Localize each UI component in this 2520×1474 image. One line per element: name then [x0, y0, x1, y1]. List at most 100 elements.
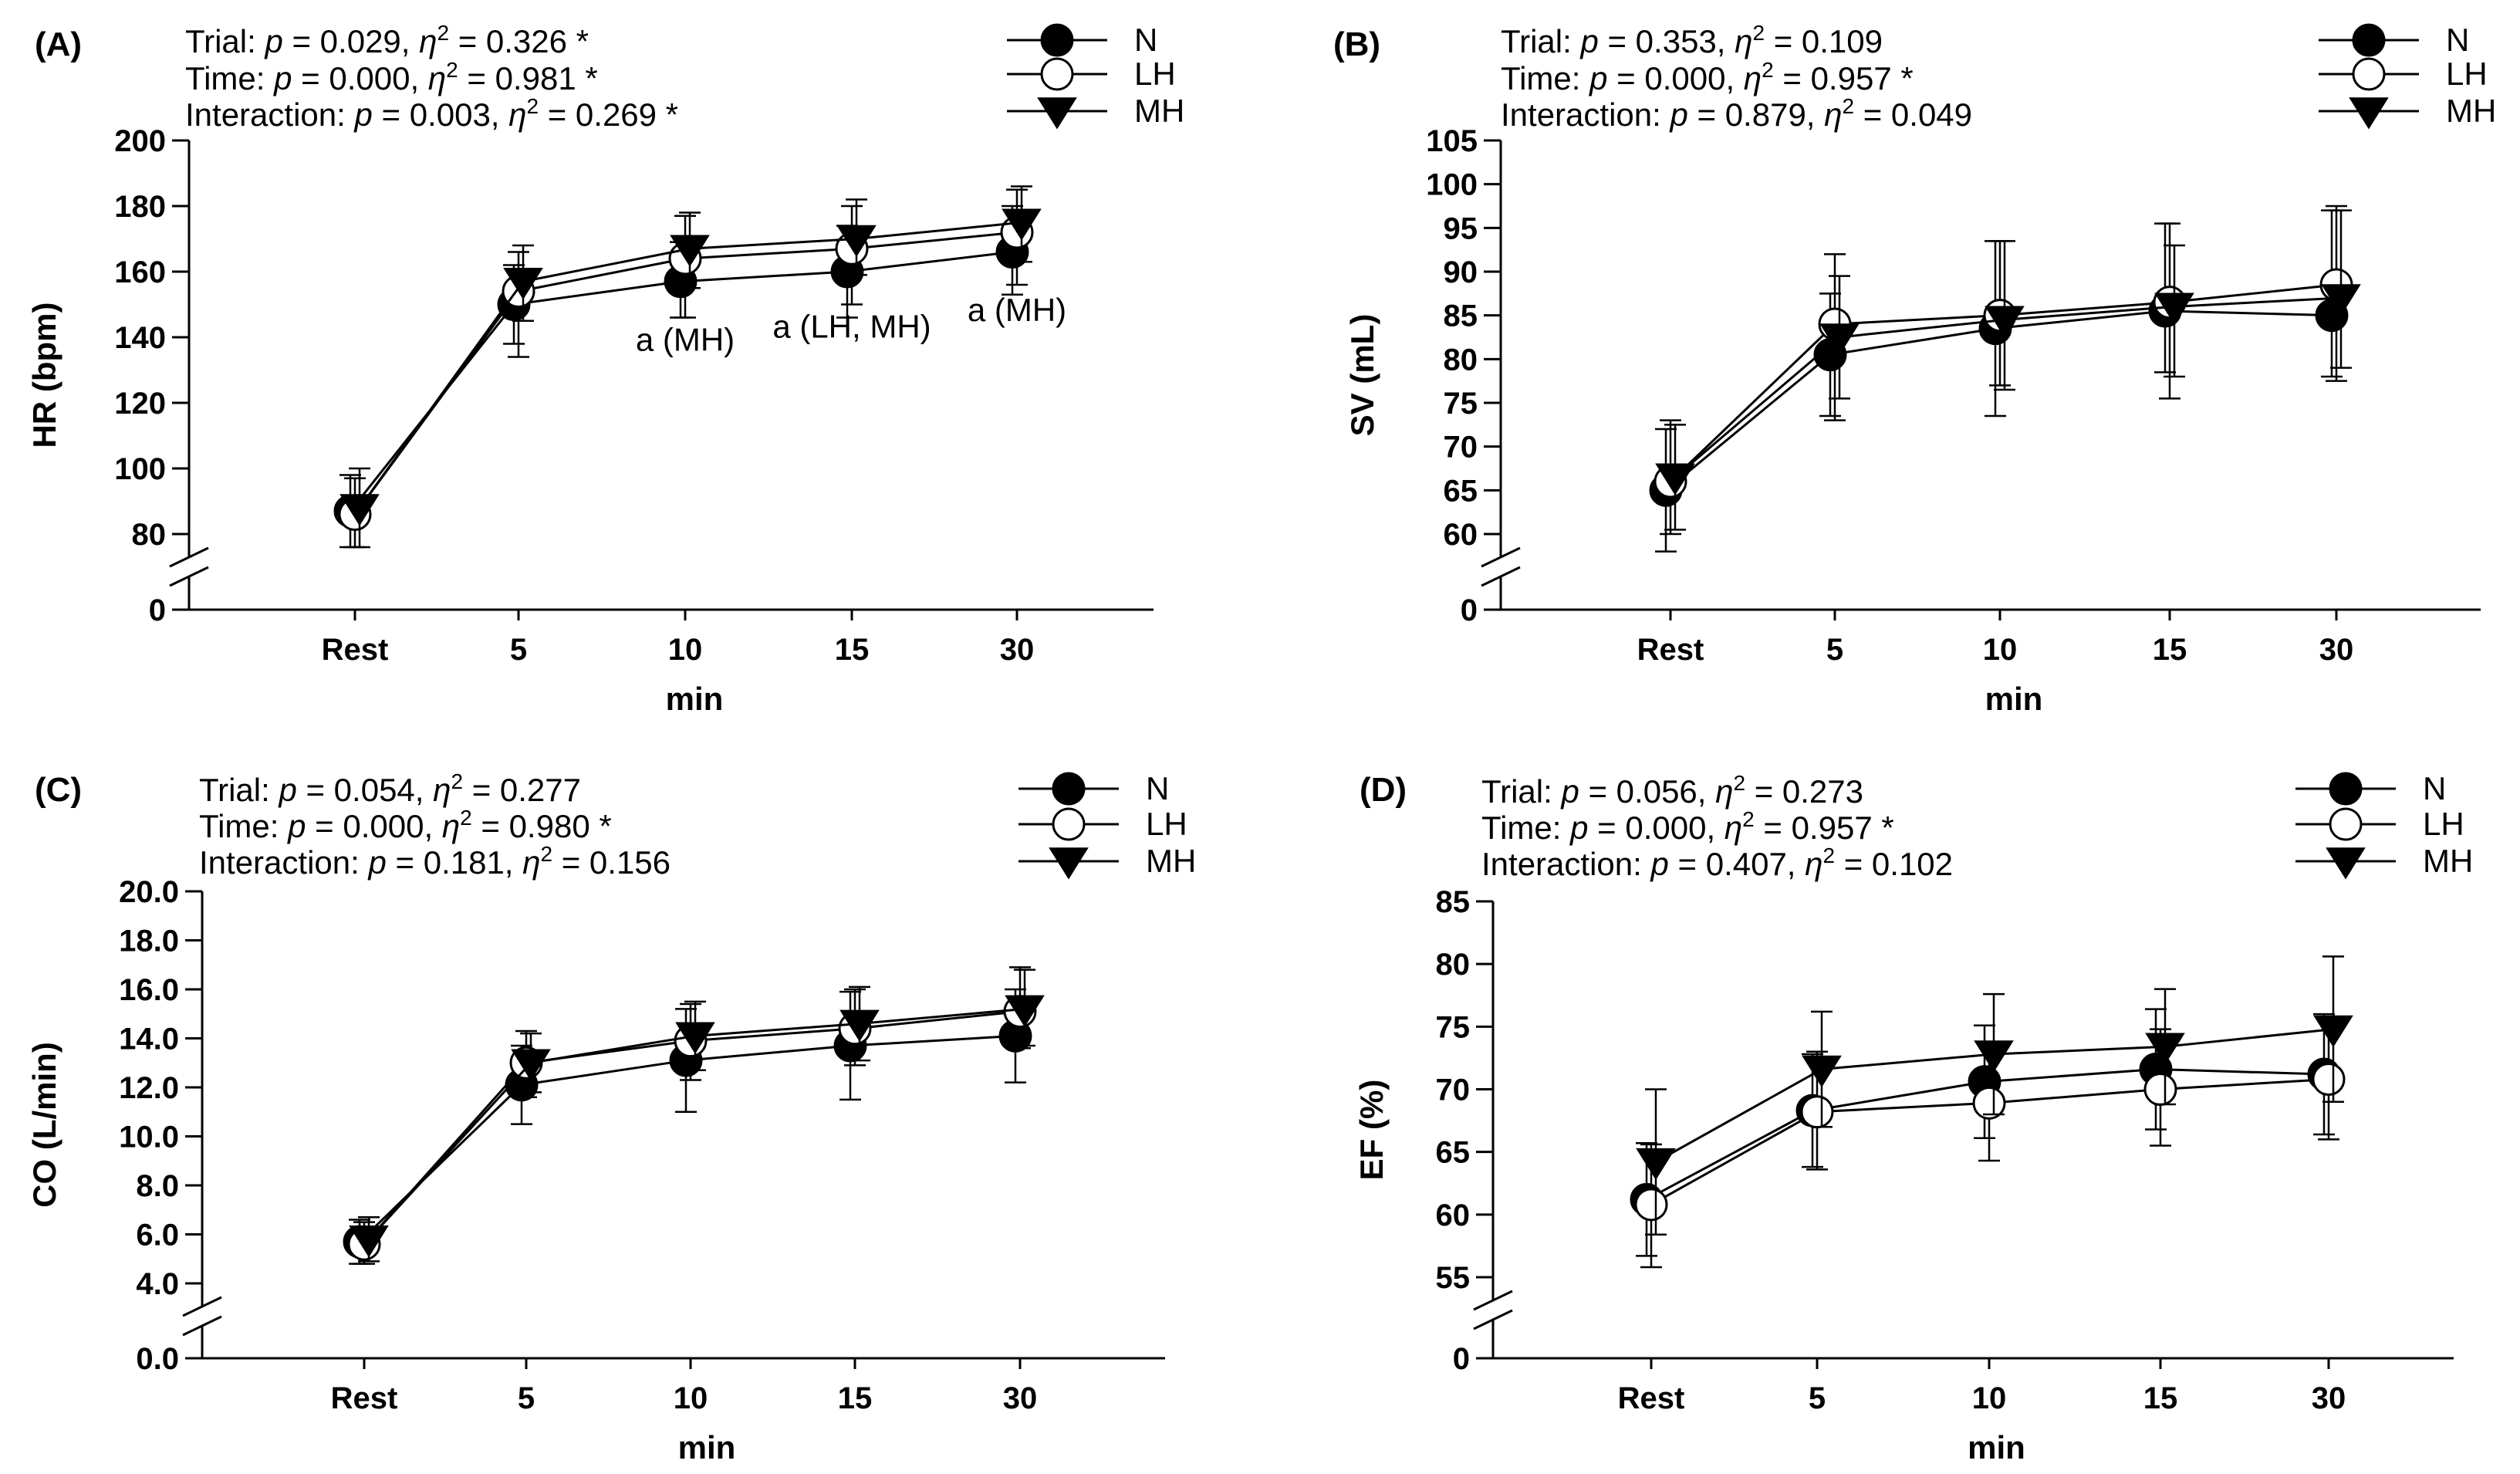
data-point [1802, 1055, 1842, 1088]
stat-fragment: Time: [1501, 60, 1589, 96]
data-point [2312, 1063, 2346, 1097]
axis-break-mark [169, 566, 209, 587]
stat-fragment: 2 [437, 21, 449, 45]
x-tick-label: Rest [331, 1381, 398, 1415]
y-tick-label: 90 [1444, 255, 1478, 289]
legend-marker [2329, 772, 2363, 806]
y-tick-label: 160 [114, 255, 166, 289]
x-tick-label: 10 [674, 1381, 708, 1415]
legend-label: MH [2423, 843, 2473, 879]
stat-fragment: η [428, 60, 446, 96]
legend-label: LH [2446, 56, 2488, 92]
stat-fragment: η [442, 808, 460, 844]
stat-fragment: Interaction: [185, 96, 354, 133]
y-tick-label: 95 [1444, 211, 1478, 245]
stat-fragment: η [508, 96, 526, 133]
stat-fragment: = 0.981 * [458, 60, 598, 96]
stat-fragment: = 0.326 * [449, 23, 589, 59]
stat-fragment: η [433, 772, 451, 808]
legend-marker [2352, 23, 2386, 57]
y-tick-label: 80 [1444, 343, 1478, 377]
y-tick-label: 140 [114, 321, 166, 355]
y-tick-label: 105 [1426, 124, 1478, 158]
stat-fragment: η [1735, 23, 1752, 59]
legend-marker [1052, 807, 1086, 841]
x-tick-label: 15 [835, 633, 870, 667]
stat-fragment: p [367, 844, 386, 881]
stat-fragment: p [1668, 96, 1687, 133]
x-tick-label: Rest [1637, 633, 1704, 667]
stat-line: Interaction: p = 0.003, η2 = 0.269 * [185, 94, 678, 133]
data-point [670, 235, 710, 267]
x-tick-label: 5 [1826, 633, 1843, 667]
data-point [1972, 1086, 2006, 1120]
series-mh [1655, 209, 2361, 531]
y-tick-label: 85 [1444, 299, 1478, 333]
data-point [503, 267, 543, 300]
stat-fragment: p [353, 96, 372, 133]
stat-line: Time: p = 0.000, η2 = 0.957 * [1481, 807, 1894, 846]
legend-entry-lh: LH [1018, 806, 1187, 842]
stat-fragment: = 0.353, [1599, 23, 1735, 59]
y-tick-label: 4.0 [136, 1267, 179, 1301]
legend-entry-mh: MH [1007, 93, 1184, 130]
data-point [2313, 1015, 2353, 1048]
legend-label: N [2423, 770, 2446, 806]
y-tick-label: 12.0 [119, 1071, 179, 1105]
axis-break-mark [1481, 566, 1521, 587]
stat-fragment: = 0.269 * [539, 96, 678, 133]
y-tick-label: 55 [1436, 1261, 1471, 1295]
y-axis-title: SV (mL) [1344, 314, 1380, 437]
stat-fragment: 2 [540, 842, 552, 866]
legend-marker [1037, 97, 1077, 130]
y-tick-label: 6.0 [136, 1219, 179, 1253]
stat-fragment: = 0.054, [297, 772, 433, 808]
x-axis-title: min [666, 681, 724, 717]
stat-fragment: 2 [446, 58, 458, 82]
data-point [1819, 323, 1860, 356]
stat-fragment: η [1715, 773, 1733, 810]
stat-line: Trial: p = 0.056, η2 = 0.273 [1481, 771, 1863, 810]
y-tick-label: 100 [114, 452, 166, 486]
y-tick-label: 100 [1426, 168, 1478, 202]
legend-entry-mh: MH [2319, 93, 2496, 130]
panel-a: (A) Trial: p = 0.029, η2 = 0.326 *Time: p… [26, 21, 1184, 717]
stat-line: Trial: p = 0.054, η2 = 0.277 [199, 769, 581, 808]
significance-annotation: a (LH, MH) [772, 308, 931, 344]
legend-marker [2329, 807, 2363, 841]
stat-fragment: η [1805, 846, 1822, 882]
stat-fragment: = 0.156 [552, 844, 671, 881]
x-tick-label: Rest [322, 633, 389, 667]
y-tick-label: 60 [1444, 518, 1478, 552]
stat-fragment: 2 [460, 806, 472, 830]
stat-fragment: = 0.000, [1588, 810, 1724, 846]
legend-entry-n: N [1018, 770, 1169, 806]
series-lh [1634, 1018, 2346, 1269]
stat-fragment: = 0.102 [1835, 846, 1953, 882]
series-mh [349, 969, 1045, 1263]
y-tick-label: 16.0 [119, 973, 179, 1007]
stat-fragment: 2 [1733, 771, 1745, 795]
y-tick-label: 14.0 [119, 1023, 179, 1056]
significance-annotation: a (MH) [968, 292, 1066, 328]
stat-fragment: = 0.003, [373, 96, 508, 133]
y-axis-title: EF (%) [1353, 1080, 1390, 1181]
stat-fragment: p [286, 808, 306, 844]
axis-break-mark [182, 1315, 222, 1337]
stat-line: Time: p = 0.000, η2 = 0.957 * [1501, 58, 1914, 96]
stat-fragment: = 0.049 [1854, 96, 1972, 133]
legend-label: N [1134, 22, 1157, 58]
legend-marker [2326, 847, 2366, 880]
stat-fragment: = 0.980 * [472, 808, 612, 844]
data-point [1655, 463, 1695, 495]
stat-fragment: Time: [185, 60, 274, 96]
y-tick-label: 20.0 [119, 875, 179, 909]
x-tick-label: 15 [838, 1381, 873, 1415]
stat-fragment: 2 [1822, 843, 1835, 867]
legend-label: N [1146, 770, 1169, 806]
data-point [511, 1049, 551, 1081]
y-tick-label: 80 [1436, 948, 1471, 982]
stat-fragment: = 0.957 * [1755, 810, 1894, 846]
stat-fragment: = 0.109 [1765, 23, 1883, 59]
stat-line: Trial: p = 0.353, η2 = 0.109 [1501, 21, 1883, 59]
